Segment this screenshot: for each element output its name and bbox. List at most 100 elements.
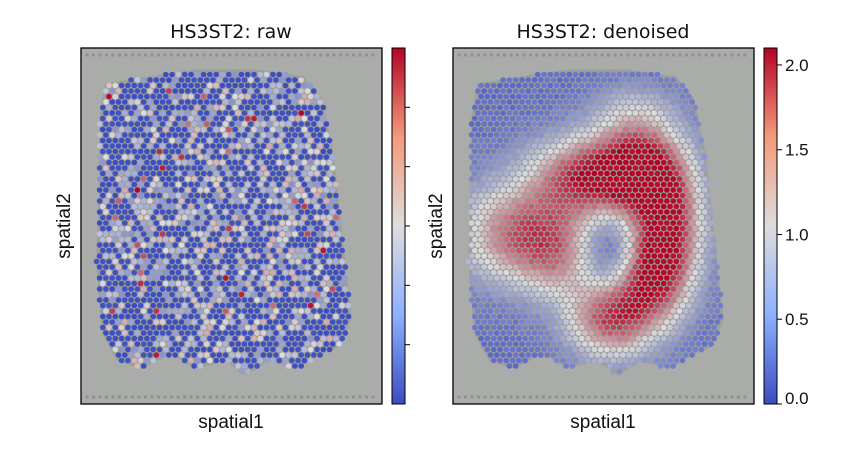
spot: [106, 181, 112, 188]
spot: [200, 258, 207, 265]
spot: [547, 71, 554, 78]
spot: [216, 154, 223, 160]
spot: [516, 126, 522, 133]
spot: [188, 225, 194, 232]
spot: [153, 121, 160, 127]
fiducial-dot: [364, 395, 369, 399]
spot: [705, 247, 711, 254]
spot: [676, 242, 683, 248]
spot: [194, 335, 201, 342]
spot: [254, 165, 260, 171]
fiducial-dot: [528, 53, 533, 57]
spot: [219, 269, 226, 276]
spot: [607, 209, 613, 215]
spot: [323, 341, 330, 347]
spot: [172, 275, 178, 281]
spot: [550, 286, 557, 292]
spot: [651, 286, 658, 292]
spot: [686, 258, 692, 265]
spot: [181, 357, 188, 364]
spot: [254, 242, 260, 248]
spot: [260, 154, 267, 160]
spot: [472, 247, 478, 254]
spot: [481, 165, 488, 171]
spot: [591, 170, 598, 177]
spot: [553, 247, 560, 254]
spot: [481, 220, 488, 226]
spot: [487, 88, 494, 94]
spot: [604, 280, 610, 287]
spot: [613, 286, 620, 292]
spot: [645, 132, 651, 138]
spot: [525, 264, 532, 270]
spot: [235, 341, 241, 347]
spot: [654, 247, 661, 254]
spot: [282, 71, 289, 78]
spot: [140, 341, 147, 347]
spot: [679, 324, 686, 331]
spot: [109, 297, 115, 303]
spot: [620, 198, 626, 204]
spot: [519, 121, 525, 127]
spot: [298, 154, 305, 160]
spot: [525, 352, 532, 358]
spot: [683, 176, 689, 182]
spot: [254, 176, 260, 182]
spot: [241, 231, 248, 237]
spot: [582, 264, 588, 270]
spot: [118, 324, 125, 331]
spot: [169, 280, 175, 287]
spot: [100, 258, 106, 265]
spot: [626, 99, 632, 105]
spot: [317, 275, 323, 281]
spot: [569, 264, 576, 270]
spot: [144, 324, 150, 331]
spot: [301, 357, 308, 364]
spot: [279, 132, 286, 138]
spot: [134, 363, 141, 369]
spot: [566, 159, 572, 166]
spot: [276, 82, 283, 89]
spot: [248, 253, 254, 259]
spot: [336, 209, 342, 215]
spot: [626, 77, 632, 83]
spot: [323, 220, 330, 226]
spot: [629, 357, 635, 364]
spot: [115, 330, 122, 336]
spot: [538, 319, 544, 325]
spot: [607, 363, 613, 369]
fiducial-dot: [345, 395, 349, 399]
spot: [657, 297, 664, 303]
spot: [266, 121, 273, 127]
spot: [156, 214, 163, 221]
fiducial-dot: [371, 53, 375, 57]
spot: [626, 242, 632, 248]
spot: [317, 286, 323, 292]
spot: [128, 132, 134, 138]
spot: [582, 165, 588, 171]
spot: [616, 203, 623, 210]
spot: [207, 324, 213, 331]
spot: [575, 121, 582, 127]
fiducial-dot: [697, 53, 702, 57]
spot: [528, 104, 535, 111]
spot: [522, 313, 528, 320]
spot: [131, 280, 138, 287]
spot: [635, 291, 642, 298]
spot: [651, 319, 658, 325]
spot: [582, 176, 588, 182]
spot: [219, 148, 226, 155]
spot: [115, 352, 122, 358]
spot: [178, 198, 185, 204]
spot: [125, 324, 131, 331]
spot: [506, 341, 513, 347]
spot: [597, 291, 604, 298]
spot: [711, 324, 717, 331]
spot: [134, 275, 141, 281]
spot: [689, 165, 695, 171]
spot: [534, 71, 541, 78]
spot: [660, 104, 667, 111]
spot: [660, 203, 667, 210]
spot: [156, 203, 163, 210]
